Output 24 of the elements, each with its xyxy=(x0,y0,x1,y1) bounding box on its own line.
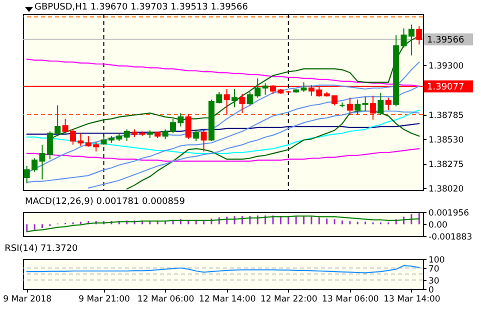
chart-title: MACD(12,26,9) 0.001781 0.000859 xyxy=(25,197,186,207)
x-tick-label: 13 Mar 06:00 xyxy=(322,294,379,304)
x-tick-label: 9 Mar 21:00 xyxy=(78,294,130,304)
y-tick-label: 100 xyxy=(428,256,445,266)
y-tick-label: 1.38530 xyxy=(428,136,464,146)
y-tick-label: 30 xyxy=(428,276,440,286)
y-tick-label: 0.001956 xyxy=(428,208,470,218)
chart-title: GBPUSD,H1 1.39670 1.39703 1.39513 1.39566 xyxy=(34,2,248,12)
y-tick-label: 1.39300 xyxy=(428,61,464,72)
y-tick-label: -0.001883 xyxy=(428,232,472,242)
y-tick-label: 0.00 xyxy=(428,220,448,231)
x-tick-label: 12 Mar 22:00 xyxy=(260,294,318,304)
x-tick-label: 12 Mar 06:00 xyxy=(137,294,194,304)
y-tick-label: 1.38275 xyxy=(428,160,464,170)
x-tick-label: 13 Mar 14:00 xyxy=(384,294,440,304)
x-tick-label: 12 Mar 14:00 xyxy=(198,294,256,304)
y-tick-label: 1.38020 xyxy=(428,184,464,195)
chart-title: RSI(14) 71.3720 xyxy=(4,244,78,254)
y-tick-label: 70 xyxy=(428,264,440,274)
ref-line-label: 1.39566 xyxy=(427,35,464,46)
x-tick-label: 9 Mar 2018 xyxy=(3,294,52,304)
y-tick-label: 1.38785 xyxy=(428,111,464,122)
ref-line-label: 1.39077 xyxy=(427,82,464,92)
y-tick-label: 0 xyxy=(428,286,434,296)
